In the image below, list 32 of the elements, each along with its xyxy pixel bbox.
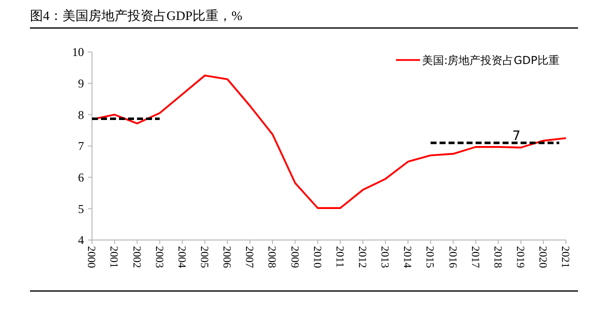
x-tick-label: 2006 [220,246,233,268]
y-tick-label: 5 [78,202,84,216]
x-tick-label: 2021 [559,246,572,268]
x-tick-label: 2001 [108,246,120,268]
y-tick-label: 7 [78,139,84,154]
x-tick-label: 2008 [266,246,278,268]
x-tick-label: 2019 [514,246,526,268]
x-tick-label: 2002 [130,246,142,268]
x-tick-label: 2014 [401,246,414,268]
x-tick-label: 2005 [198,246,210,268]
x-tick-label: 2013 [378,246,391,268]
y-tick-label: 9 [78,76,84,91]
x-tick-label: 2003 [152,246,165,268]
x-tick-label: 2004 [175,246,188,268]
x-tick-label: 2010 [310,246,323,268]
x-tick-label: 2020 [536,246,549,268]
x-tick-label: 2017 [468,246,481,268]
x-tick-label: 2016 [446,246,458,268]
y-tick-label: 4 [78,233,84,248]
y-tick-label: 6 [78,170,84,185]
y-tick-label: 8 [78,108,84,122]
chart-title: 图4：美国房地产投资占GDP比重，% [30,8,243,23]
x-tick-label: 2012 [356,246,368,268]
y-tick-label: 10 [72,45,84,60]
x-tick-label: 2018 [491,246,504,268]
x-tick-label: 2009 [288,246,300,268]
x-tick-label: 2011 [333,246,346,268]
x-tick-label: 2007 [243,246,256,268]
x-tick-label: 2000 [85,246,98,268]
annotation: 7 [512,128,520,144]
x-tick-label: 2015 [424,246,436,268]
legend-label: 美国:房地产投资占GDP比重 [422,54,560,67]
